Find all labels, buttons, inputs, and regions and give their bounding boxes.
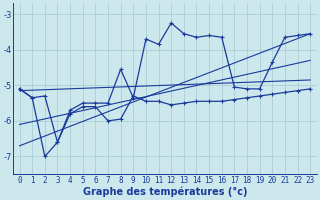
X-axis label: Graphe des températures (°c): Graphe des températures (°c) <box>83 186 247 197</box>
